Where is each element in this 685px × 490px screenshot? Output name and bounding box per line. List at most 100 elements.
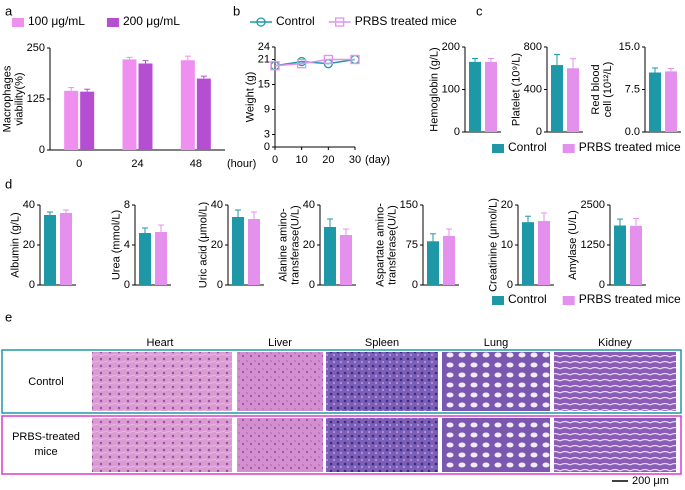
bar [80, 91, 95, 150]
legend-label: 200 μg/mL [123, 14, 180, 28]
y-tick-label: 7.5 [625, 83, 640, 95]
y-tick-label: 100 [442, 83, 460, 95]
y-tick-label: 15 [258, 78, 270, 90]
micrograph [554, 352, 676, 411]
y-tick-label: 125 [27, 93, 45, 105]
bar [324, 227, 336, 285]
micrograph [92, 418, 232, 472]
y-axis-label: viability(%) [13, 72, 25, 125]
bar [248, 219, 260, 285]
bar [630, 225, 642, 285]
y-tick-label: 20 [501, 199, 513, 211]
legend-swatch [106, 18, 119, 27]
micrograph [326, 418, 438, 472]
column-label: Kidney [598, 337, 632, 349]
y-tick-label: 24 [258, 41, 270, 53]
bar [196, 78, 211, 150]
column-label: Spleen [365, 337, 399, 349]
y-axis-label: Hemoglobin (g/L) [428, 47, 440, 131]
y-tick-label: 9 [264, 103, 270, 115]
y-tick-label: 40 [303, 199, 315, 211]
bar [485, 61, 497, 132]
legend-swatch [492, 144, 504, 153]
y-tick-label: 800 [524, 41, 542, 53]
marker [297, 59, 307, 69]
legend-swatch [562, 296, 575, 305]
column-label: Liver [268, 337, 292, 349]
legend-swatch [562, 144, 575, 153]
y-axis-label: Amylase (U/L) [567, 210, 579, 280]
row-label: Control [28, 376, 63, 388]
bar [522, 222, 534, 285]
y-tick-label: 40 [211, 199, 223, 211]
y-axis-label: Red blood [590, 64, 602, 114]
micrograph [442, 418, 550, 472]
y-tick-label: 250 [27, 42, 45, 54]
x-tick-label: 30 [349, 154, 361, 166]
bar [232, 217, 244, 285]
y-tick-label: 0 [536, 126, 542, 138]
panel-label: c [476, 3, 483, 18]
bar [614, 225, 626, 285]
y-tick-label: 0 [264, 141, 270, 153]
marker [323, 54, 333, 65]
micrograph [237, 352, 323, 411]
legend-label: Control [508, 292, 547, 306]
bar [665, 71, 677, 132]
y-tick-label: 15.0 [619, 41, 640, 53]
y-tick-label: 75 [406, 239, 418, 251]
y-tick-label: 0 [309, 279, 315, 291]
y-tick-label: 0 [29, 279, 35, 291]
bar [340, 235, 352, 285]
y-axis-label: Albumin (g/L) [10, 212, 22, 277]
series-line [274, 58, 355, 67]
y-tick-label: 200 [442, 41, 460, 53]
bar [427, 241, 439, 285]
y-tick-label: 0 [217, 279, 223, 291]
y-axis-label: transferase(U/L) [290, 205, 302, 284]
y-tick-label: 0 [507, 279, 513, 291]
series-line [274, 58, 356, 67]
panel-e: e Heart Liver Spleen Lung Kidney Control… [1, 309, 682, 487]
y-axis-label: Uric acid (μmol/L) [198, 202, 210, 288]
y-tick-label: 0 [454, 126, 460, 138]
row-frame [1, 415, 682, 475]
y-tick-label: 0 [124, 279, 130, 291]
y-tick-label: 0 [412, 279, 418, 291]
x-tick-label: 10 [296, 154, 308, 166]
row-label: PRBS-treated [12, 431, 80, 443]
bar [64, 90, 79, 150]
y-tick-label: 0.0 [625, 126, 640, 138]
legend-label: Control [508, 140, 547, 154]
bar [155, 232, 167, 285]
x-tick-label: 0 [76, 158, 82, 170]
bar [180, 60, 195, 150]
legend-label: PRBS treated mice [355, 14, 457, 28]
bar [649, 72, 661, 132]
panel-label: d [5, 176, 12, 191]
bar [44, 215, 56, 285]
legend-swatch [492, 296, 504, 305]
y-tick-label: 20 [211, 239, 223, 251]
row-label: mice [34, 446, 57, 458]
x-axis-label: (day) [365, 154, 390, 166]
micrograph [326, 352, 438, 411]
column-label: Lung [484, 337, 508, 349]
marker [350, 54, 360, 65]
y-tick-label: 0 [599, 279, 605, 291]
legend-swatch [12, 18, 24, 27]
column-label: Heart [147, 337, 174, 349]
y-tick-label: 150 [400, 199, 418, 211]
panel-label: b [233, 3, 240, 18]
panel-label: e [5, 309, 12, 324]
bar [551, 65, 563, 132]
y-tick-label: 40 [23, 199, 35, 211]
y-tick-label: 2500 [581, 199, 605, 211]
bar [60, 213, 72, 285]
bar [122, 59, 137, 151]
marker [270, 61, 280, 71]
scale-bar-label: 200 μm [632, 475, 669, 487]
micrograph [554, 418, 676, 472]
y-tick-label: 3 [264, 128, 270, 140]
y-tick-label: 8 [124, 199, 130, 211]
